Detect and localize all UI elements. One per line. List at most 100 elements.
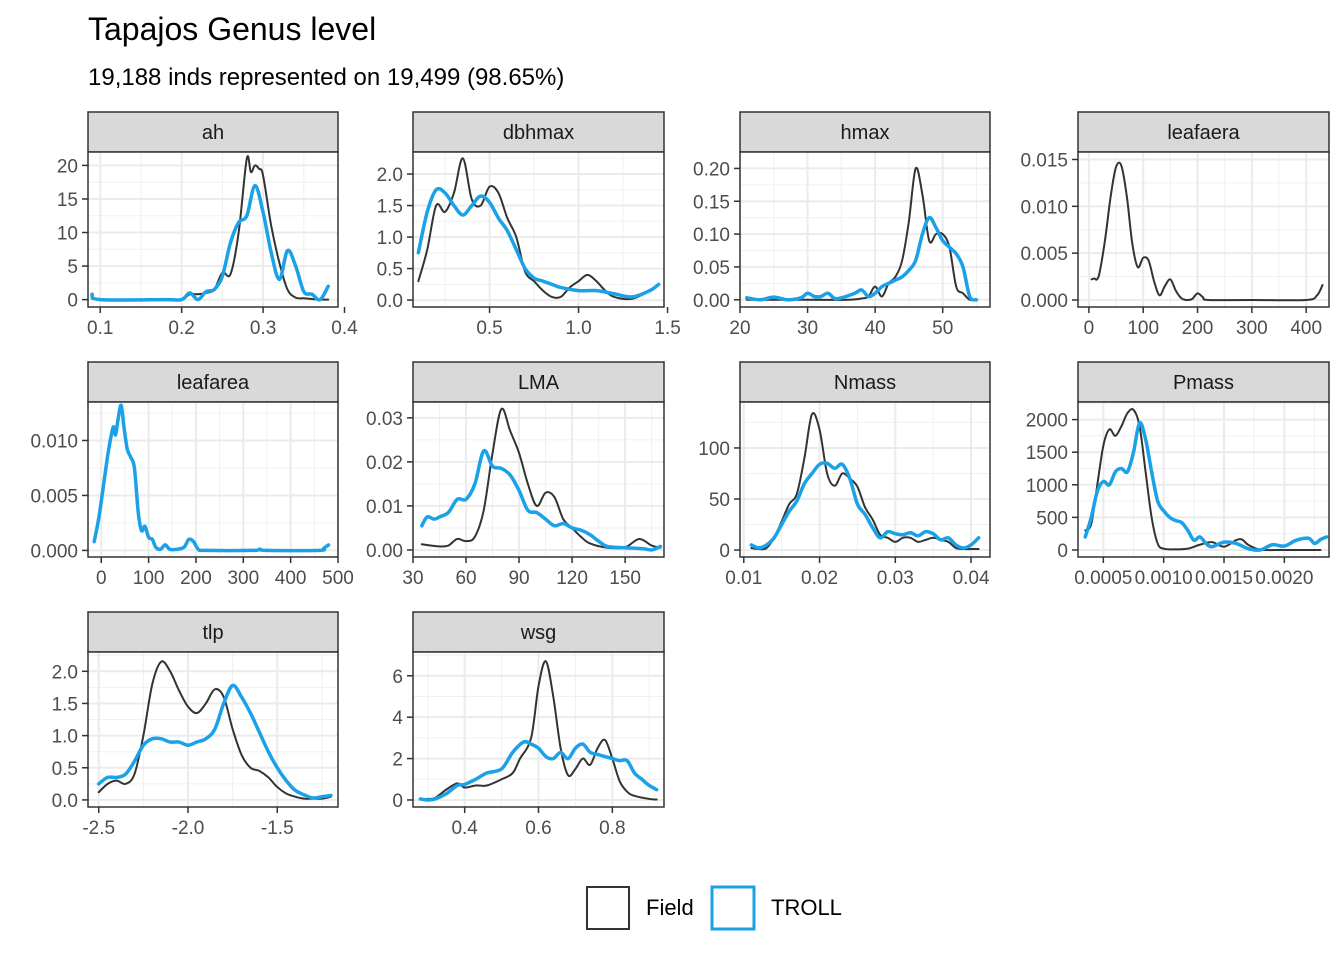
- y-tick-label-hmax: 0.05: [693, 258, 730, 279]
- x-tick-label-hmax: 40: [865, 318, 886, 339]
- panel-border-leafarea: [87, 401, 339, 558]
- y-tick-label-ah: 5: [67, 257, 78, 278]
- x-tick-label-leafarea: 500: [322, 568, 354, 589]
- panel-lma: LMA 30 60 90 120 150 0.00 0.01 0.02 0.03: [366, 361, 665, 589]
- y-tick-label-ah: 15: [57, 190, 78, 211]
- y-tick-label-tlp: 1.5: [52, 694, 78, 715]
- panel-ah: ah 0.1 0.2 0.3 0.4 0 5 10 15 20: [57, 111, 358, 339]
- y-tick-label-lma: 0.01: [366, 497, 403, 518]
- plot-area-dbhmax: [413, 152, 664, 307]
- panel-border-nmass: [739, 401, 991, 558]
- x-tick-label-pmass: 0.0005: [1074, 568, 1132, 589]
- panel-border-pmass: [1077, 401, 1330, 558]
- y-tick-label-leafarea: 0.010: [30, 431, 78, 452]
- panel-border-hmax: [739, 151, 991, 308]
- y-tick-label-leafarea: 0.000: [30, 541, 78, 562]
- plot-area-hmax: [740, 152, 990, 307]
- x-tick-label-leafarea: 400: [275, 568, 307, 589]
- series-group-pmass: [1083, 408, 1329, 552]
- strip-hmax: [739, 111, 991, 153]
- y-tick-label-dbhmax: 1.5: [377, 197, 403, 218]
- strip-label-pmass: Pmass: [1173, 372, 1234, 394]
- plot-area-leafarea: [88, 402, 338, 557]
- series-line-field-pmass: [1084, 408, 1322, 552]
- strip-ah: [87, 111, 339, 153]
- series-line-troll-tlp: [96, 683, 333, 800]
- x-tick-label-wsg: 0.6: [525, 818, 551, 839]
- legend-label-field: Field: [646, 895, 694, 920]
- strip-label-dbhmax: dbhmax: [503, 122, 574, 144]
- y-tick-label-hmax: 0.15: [693, 192, 730, 213]
- series-line-troll-pmass: [1083, 420, 1329, 552]
- series-line-field-tlp: [97, 660, 332, 800]
- strip-label-hmax: hmax: [841, 122, 890, 144]
- y-tick-label-pmass: 0: [1057, 541, 1068, 562]
- figure-title: Tapajos Genus level: [88, 11, 376, 47]
- legend-label-troll: TROLL: [771, 895, 842, 920]
- series-group-hmax: [745, 166, 979, 302]
- x-tick-label-pmass: 0.0020: [1255, 568, 1313, 589]
- x-tick-label-dbhmax: 1.5: [654, 318, 680, 339]
- x-tick-label-leafaera: 200: [1182, 318, 1214, 339]
- strip-label-tlp: tlp: [202, 622, 223, 644]
- x-tick-label-ah: 0.3: [250, 318, 276, 339]
- panel-border-lma: [412, 401, 665, 558]
- y-tick-label-dbhmax: 2.0: [377, 165, 403, 186]
- series-line-troll-dbhmax: [416, 186, 661, 299]
- x-tick-label-nmass: 0.01: [725, 568, 762, 589]
- x-tick-label-leafaera: 300: [1236, 318, 1268, 339]
- panel-border-dbhmax: [412, 151, 665, 308]
- x-tick-label-pmass: 0.0010: [1135, 568, 1193, 589]
- series-line-troll-hmax: [745, 215, 979, 302]
- y-tick-label-leafaera: 0.015: [1020, 150, 1068, 171]
- series-line-field-leafaera: [1090, 161, 1324, 302]
- x-tick-label-ah: 0.1: [87, 318, 113, 339]
- x-tick-label-nmass: 0.04: [953, 568, 990, 589]
- panel-pmass: Pmass 0.0005 0.0010 0.0015 0.0020 0 500 1000 150…: [1026, 361, 1330, 589]
- panel-border-ah: [87, 151, 339, 308]
- y-tick-label-leafarea: 0.005: [30, 486, 78, 507]
- y-tick-label-lma: 0.00: [366, 541, 403, 562]
- strip-label-lma: LMA: [518, 372, 560, 394]
- strip-pmass: [1077, 361, 1330, 403]
- grid-wsg: [413, 652, 664, 807]
- y-tick-label-pmass: 500: [1036, 508, 1068, 529]
- y-tick-label-leafaera: 0.010: [1020, 197, 1068, 218]
- x-tick-label-ah: 0.4: [331, 318, 358, 339]
- panel-leafaera: leafaera 0 100 200 300 400 0.000 0.005 0.010 0.01…: [1020, 111, 1330, 339]
- y-tick-label-hmax: 0.00: [693, 291, 730, 312]
- y-tick-label-nmass: 50: [709, 490, 730, 511]
- y-tick-label-tlp: 0.0: [52, 791, 78, 812]
- series-group-dbhmax: [416, 157, 661, 301]
- x-tick-label-nmass: 0.02: [801, 568, 838, 589]
- panel-tlp: tlp -2.5 -2.0 -1.5 0.0 0.5 1.0 1.5 2.0: [52, 611, 339, 839]
- grid-leafarea: [88, 402, 338, 557]
- series-group-nmass: [749, 412, 981, 551]
- y-tick-label-tlp: 1.0: [52, 727, 78, 748]
- x-tick-label-nmass: 0.03: [877, 568, 914, 589]
- y-tick-label-lma: 0.02: [366, 453, 403, 474]
- strip-leafarea: [87, 361, 339, 403]
- series-line-troll-wsg: [418, 739, 659, 802]
- series-line-troll-ah: [90, 183, 330, 302]
- series-group-leafarea: [92, 403, 331, 553]
- y-tick-label-dbhmax: 0.5: [377, 260, 403, 281]
- legend: Field TROLL: [586, 885, 842, 931]
- x-tick-label-tlp: -2.0: [172, 818, 205, 839]
- x-tick-label-hmax: 50: [932, 318, 953, 339]
- figure-subtitle: 19,188 inds represented on 19,499 (98.65…: [88, 64, 564, 91]
- grid-pmass: [1078, 402, 1329, 557]
- series-group-leafaera: [1090, 161, 1324, 302]
- strip-label-wsg: wsg: [520, 622, 557, 644]
- y-tick-label-lma: 0.03: [366, 409, 403, 430]
- y-tick-label-pmass: 1500: [1026, 443, 1068, 464]
- x-tick-label-leafarea: 100: [133, 568, 165, 589]
- y-tick-label-pmass: 1000: [1026, 476, 1068, 497]
- strip-label-nmass: Nmass: [834, 372, 896, 394]
- panel-leafarea: leafarea 0 100 200 300 400 500 0.000 0.005 0.010: [30, 361, 354, 589]
- plot-area-ah: [88, 152, 338, 307]
- x-tick-label-wsg: 0.8: [599, 818, 625, 839]
- x-tick-label-lma: 30: [402, 568, 423, 589]
- series-line-troll-nmass: [749, 461, 981, 550]
